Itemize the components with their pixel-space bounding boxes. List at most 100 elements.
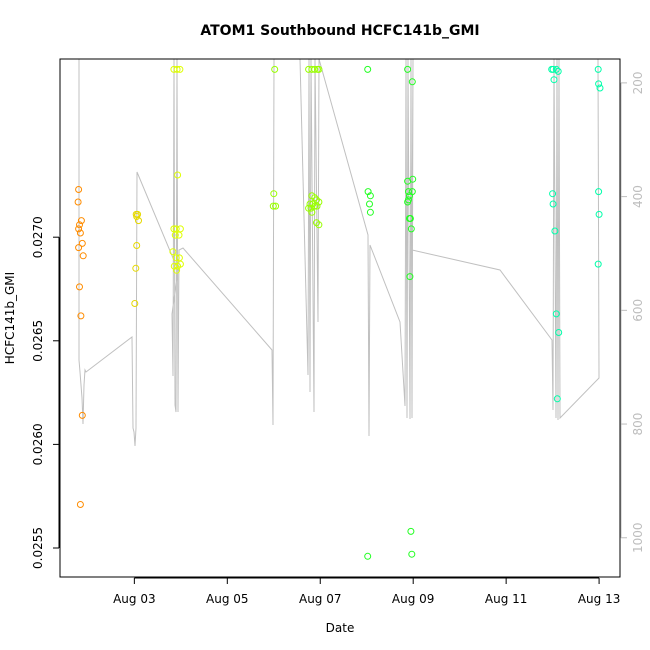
data-point [554, 67, 562, 75]
data-point [172, 254, 180, 262]
data-point [595, 80, 603, 88]
data-point [131, 300, 139, 307]
x-tick-label: Aug 03 [113, 592, 156, 606]
data-point [133, 213, 141, 220]
data-point [366, 200, 373, 208]
data-point [408, 78, 416, 86]
data-point [170, 262, 178, 270]
series-4 [364, 65, 417, 560]
data-point [307, 204, 315, 212]
data-point [176, 260, 184, 268]
points-layer [74, 65, 604, 560]
series-2 [169, 65, 184, 274]
data-point [366, 192, 374, 200]
x-tick-label: Aug 09 [392, 592, 435, 606]
data-point [552, 310, 560, 318]
data-point [174, 171, 182, 179]
data-point [404, 198, 412, 206]
data-point [406, 215, 414, 222]
data-point [595, 188, 603, 196]
data-point [315, 65, 323, 73]
data-point [409, 175, 417, 183]
data-point [364, 188, 372, 196]
y-axis-label: HCFC141b_GMI [3, 272, 17, 364]
data-point [76, 229, 84, 237]
data-point [78, 411, 86, 419]
x-tick-label: Aug 05 [206, 592, 249, 606]
data-point [171, 231, 179, 239]
right-tick-label: 600 [631, 299, 645, 322]
data-point [270, 190, 278, 198]
right-tick-label: 400 [631, 185, 645, 208]
data-point [78, 239, 86, 247]
data-point [75, 225, 83, 233]
data-point [132, 264, 140, 272]
data-point [549, 200, 557, 208]
data-point [79, 252, 87, 260]
y-axis: 0.0255 0.0260 0.0265 0.0270 [31, 216, 60, 569]
data-point [74, 198, 82, 206]
data-point [176, 225, 184, 233]
data-point [77, 217, 85, 225]
data-point [133, 242, 141, 249]
data-point [76, 501, 84, 508]
right-tick-label: 200 [631, 71, 645, 94]
data-point [406, 273, 414, 281]
data-point [311, 65, 319, 73]
data-point [272, 202, 280, 210]
data-point [553, 395, 561, 403]
data-point [311, 202, 319, 210]
chart-title: ATOM1 Southbound HCFC141b_GMI [200, 23, 479, 39]
x-axis: Aug 03 Aug 05 Aug 07 Aug 09 Aug 11 Aug 13 [113, 577, 621, 606]
right-tick-label: 800 [631, 413, 645, 436]
data-point [75, 244, 83, 252]
data-point [315, 221, 323, 229]
data-point [269, 202, 277, 210]
x-tick-label: Aug 13 [578, 592, 621, 606]
data-point [175, 231, 183, 239]
data-point [75, 186, 83, 193]
data-point [308, 208, 316, 216]
x-axis-label: Date [326, 621, 355, 635]
data-point [366, 208, 374, 216]
data-point [551, 227, 559, 235]
data-point [76, 221, 83, 229]
data-point [271, 65, 279, 73]
series-0 [74, 186, 87, 508]
data-point [594, 65, 602, 73]
data-point [407, 527, 415, 535]
data-point [76, 283, 83, 291]
data-point [77, 312, 85, 320]
data-point [169, 248, 177, 256]
data-point [311, 194, 319, 202]
data-point [404, 65, 412, 73]
data-point [173, 65, 181, 73]
data-point [173, 266, 181, 274]
data-point [552, 65, 560, 73]
data-point [595, 210, 603, 218]
data-point [406, 192, 413, 200]
data-point [594, 260, 602, 268]
data-point [135, 217, 142, 225]
data-point [596, 84, 604, 92]
x-tick-label: Aug 07 [299, 592, 342, 606]
right-tick-label: 1000 [631, 522, 645, 553]
data-point [555, 329, 563, 336]
data-point [315, 198, 323, 206]
data-point [550, 76, 558, 84]
data-point [176, 65, 184, 73]
data-point [405, 188, 412, 196]
y-tick-label: 0.0270 [31, 216, 45, 258]
x-tick-label: Aug 11 [485, 592, 528, 606]
data-point [313, 202, 321, 210]
series-5 [548, 65, 604, 403]
data-point [549, 190, 557, 198]
altitude-track [78, 58, 600, 447]
right-axis: 200 400 600 800 1000 [620, 71, 645, 553]
y-tick-label: 0.0265 [31, 320, 45, 362]
y-tick-label: 0.0255 [31, 527, 45, 569]
data-point [407, 225, 415, 233]
data-point [364, 65, 372, 73]
plot-frame [59, 58, 621, 578]
